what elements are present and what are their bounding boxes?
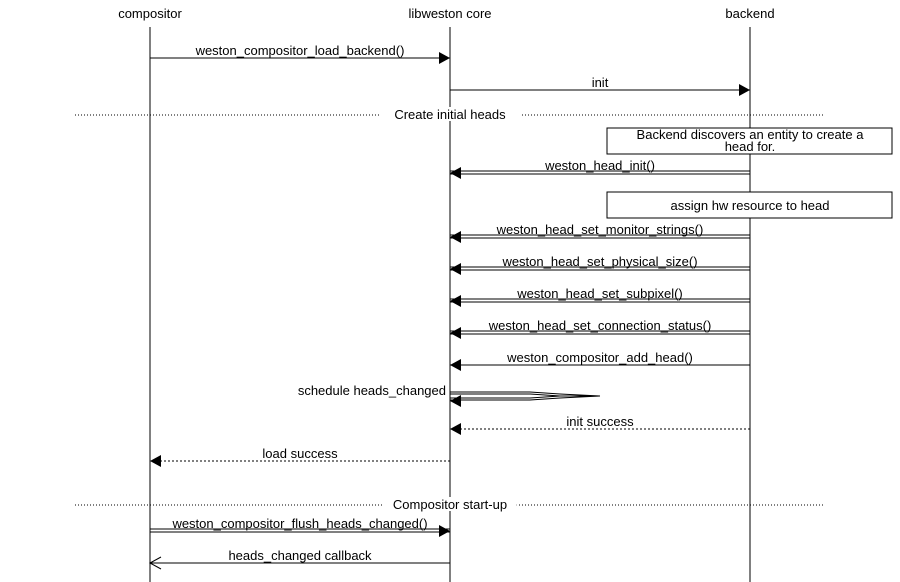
event-signal-16: heads_changed callback: [148, 548, 450, 570]
divider-label-bg: [380, 107, 520, 121]
arrowhead: [450, 231, 461, 243]
message-label: load success: [262, 446, 338, 461]
note-text: head for.: [725, 139, 776, 154]
event-call-1: init: [450, 75, 750, 96]
message-label: schedule heads_changed: [298, 383, 446, 398]
entity-label-1: libweston core: [408, 6, 491, 21]
event-method-6: weston_head_set_monitor_strings(): [450, 222, 750, 243]
message-label: weston_head_set_subpixel(): [516, 286, 683, 301]
event-method-9: weston_head_set_connection_status(): [450, 318, 750, 339]
event-divider-2: Create initial heads: [75, 107, 825, 122]
event-method-15: weston_compositor_flush_heads_changed(): [150, 516, 450, 537]
arrowhead: [439, 52, 450, 64]
arrowhead: [450, 359, 461, 371]
event-method-4: weston_head_init(): [450, 158, 750, 179]
divider-label: Create initial heads: [394, 107, 506, 122]
self-arc: [450, 391, 601, 397]
arrowhead: [450, 167, 461, 179]
arrowhead: [439, 525, 450, 537]
message-label: weston_compositor_load_backend(): [195, 43, 405, 58]
message-label: heads_changed callback: [228, 548, 372, 563]
note-box: [606, 127, 893, 155]
arrowhead: [150, 455, 161, 467]
message-label: weston_compositor_add_head(): [506, 350, 693, 365]
event-return-13: load success: [150, 446, 450, 467]
message-label: weston_head_set_connection_status(): [488, 318, 712, 333]
event-method-8: weston_head_set_subpixel(): [450, 286, 750, 307]
divider-label: Compositor start-up: [393, 497, 507, 512]
message-label: init: [592, 75, 609, 90]
arrowhead: [450, 327, 461, 339]
message-label: weston_head_set_physical_size(): [501, 254, 697, 269]
message-label: weston_head_init(): [544, 158, 655, 173]
message-label: init success: [566, 414, 634, 429]
arrowhead: [739, 84, 750, 96]
arrowhead: [450, 295, 461, 307]
self-arc: [450, 395, 590, 399]
arrowhead: [148, 556, 162, 570]
event-divider-14: Compositor start-up: [75, 497, 825, 512]
message-label: weston_compositor_flush_heads_changed(): [171, 516, 427, 531]
entity-label-2: backend: [725, 6, 774, 21]
event-box-5: assign hw resource to head: [606, 191, 893, 219]
divider-label-bg: [383, 497, 517, 511]
event-box-3: Backend discovers an entity to create ah…: [606, 127, 893, 155]
arrowhead: [450, 423, 461, 435]
message-label: weston_head_set_monitor_strings(): [496, 222, 704, 237]
event-call-0: weston_compositor_load_backend(): [150, 43, 450, 64]
note-text: Backend discovers an entity to create a: [637, 127, 865, 142]
event-return-12: init success: [450, 414, 750, 435]
arrowhead: [450, 263, 461, 275]
event-method-7: weston_head_set_physical_size(): [450, 254, 750, 275]
note-text: assign hw resource to head: [671, 198, 830, 213]
self-arc: [450, 395, 601, 401]
entity-label-0: compositor: [118, 6, 182, 21]
note-box: [606, 191, 893, 219]
event-call-10: weston_compositor_add_head(): [450, 350, 750, 371]
arrowhead: [450, 395, 461, 407]
event-self-11: schedule heads_changed: [298, 383, 601, 407]
